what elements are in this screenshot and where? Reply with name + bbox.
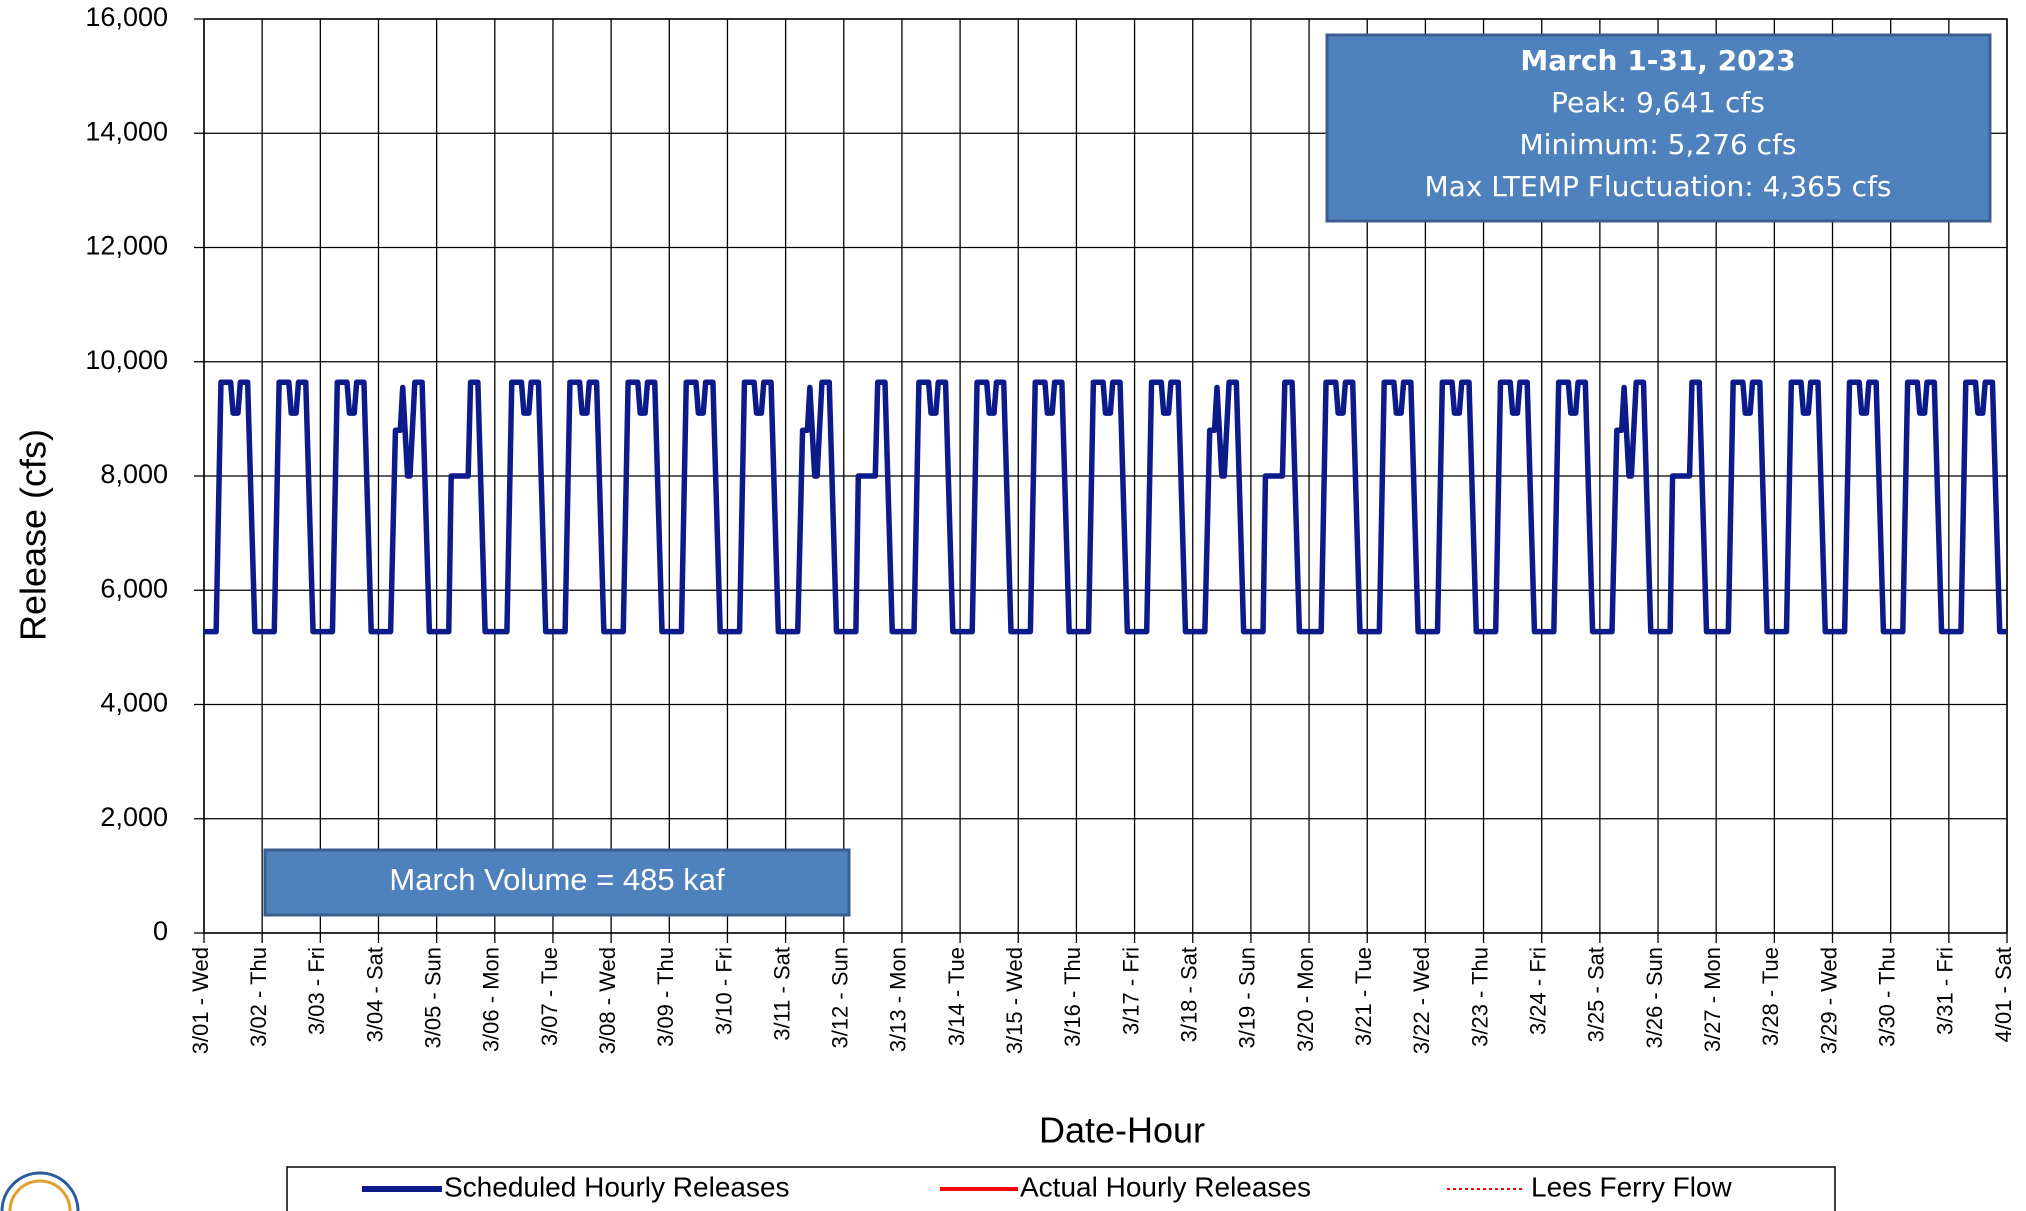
summary-line: Minimum: 5,276 cfs bbox=[1520, 128, 1797, 161]
y-tick-label: 12,000 bbox=[85, 231, 168, 261]
x-tick-label: 3/02 - Thu bbox=[246, 947, 271, 1047]
x-tick-label: 3/04 - Sat bbox=[362, 947, 387, 1042]
x-tick-label: 3/05 - Sun bbox=[420, 947, 445, 1049]
x-tick-label: 3/20 - Mon bbox=[1293, 947, 1318, 1052]
x-tick-label: 3/12 - Sun bbox=[828, 947, 853, 1049]
x-tick-label: 3/11 - Sat bbox=[769, 947, 794, 1041]
x-tick-label: 3/21 - Tue bbox=[1351, 947, 1376, 1046]
summary-line: March 1-31, 2023 bbox=[1520, 44, 1795, 77]
x-tick-label: 3/26 - Sun bbox=[1642, 947, 1667, 1049]
y-tick-label: 0 bbox=[153, 916, 168, 946]
x-tick-label: 3/31 - Fri bbox=[1933, 947, 1958, 1035]
x-tick-label: 3/30 - Thu bbox=[1874, 947, 1899, 1047]
y-tick-label: 10,000 bbox=[85, 345, 168, 375]
x-tick-label: 4/01 - Sat bbox=[1991, 947, 2016, 1042]
x-tick-label: 3/25 - Sat bbox=[1584, 947, 1609, 1042]
legend-label: Lees Ferry Flow bbox=[1531, 1171, 1732, 1202]
x-tick-label: 3/22 - Wed bbox=[1409, 947, 1434, 1054]
x-tick-label: 3/18 - Sat bbox=[1177, 947, 1202, 1042]
x-tick-label: 3/29 - Wed bbox=[1816, 947, 1841, 1054]
x-tick-label: 3/01 - Wed bbox=[188, 947, 213, 1054]
y-axis-label: Release (cfs) bbox=[13, 429, 54, 641]
legend-label: Actual Hourly Releases bbox=[1020, 1171, 1311, 1202]
summary-line: Max LTEMP Fluctuation: 4,365 cfs bbox=[1424, 170, 1891, 203]
summary-line: Peak: 9,641 cfs bbox=[1551, 86, 1765, 119]
volume-box bbox=[263, 848, 851, 917]
y-tick-label: 4,000 bbox=[100, 688, 168, 718]
legend-box bbox=[286, 1166, 1836, 1211]
volume-note: March Volume = 485 kaf bbox=[389, 862, 725, 897]
x-tick-label: 3/27 - Mon bbox=[1700, 947, 1725, 1052]
x-tick-label: 3/13 - Mon bbox=[886, 947, 911, 1052]
x-axis-label: Date-Hour bbox=[1039, 1110, 1205, 1151]
logo bbox=[8, 1179, 72, 1211]
x-tick-label: 3/03 - Fri bbox=[304, 947, 329, 1035]
x-tick-label: 3/23 - Thu bbox=[1467, 947, 1492, 1047]
x-tick-label: 3/14 - Tue bbox=[944, 947, 969, 1046]
x-tick-label: 3/08 - Wed bbox=[595, 947, 620, 1054]
x-tick-label: 3/16 - Thu bbox=[1060, 947, 1085, 1047]
logo bbox=[0, 1171, 80, 1211]
x-tick-label: 3/15 - Wed bbox=[1002, 947, 1027, 1054]
y-tick-label: 6,000 bbox=[100, 573, 168, 603]
y-tick-label: 16,000 bbox=[85, 2, 168, 32]
x-tick-label: 3/17 - Fri bbox=[1118, 947, 1143, 1035]
x-tick-label: 3/07 - Tue bbox=[537, 947, 562, 1046]
summary-box bbox=[1325, 33, 1992, 223]
plot-border bbox=[203, 18, 2008, 934]
legend-label: Scheduled Hourly Releases bbox=[444, 1171, 790, 1202]
y-tick-label: 2,000 bbox=[100, 802, 168, 832]
x-tick-label: 3/06 - Mon bbox=[479, 947, 504, 1052]
x-tick-label: 3/10 - Fri bbox=[711, 947, 736, 1035]
x-tick-label: 3/19 - Sun bbox=[1235, 947, 1260, 1049]
data-line bbox=[204, 379, 2007, 635]
x-tick-label: 3/28 - Tue bbox=[1758, 947, 1783, 1046]
y-tick-label: 14,000 bbox=[85, 116, 168, 146]
y-tick-label: 8,000 bbox=[100, 459, 168, 489]
x-tick-label: 3/09 - Thu bbox=[653, 947, 678, 1047]
x-tick-label: 3/24 - Fri bbox=[1526, 947, 1551, 1035]
